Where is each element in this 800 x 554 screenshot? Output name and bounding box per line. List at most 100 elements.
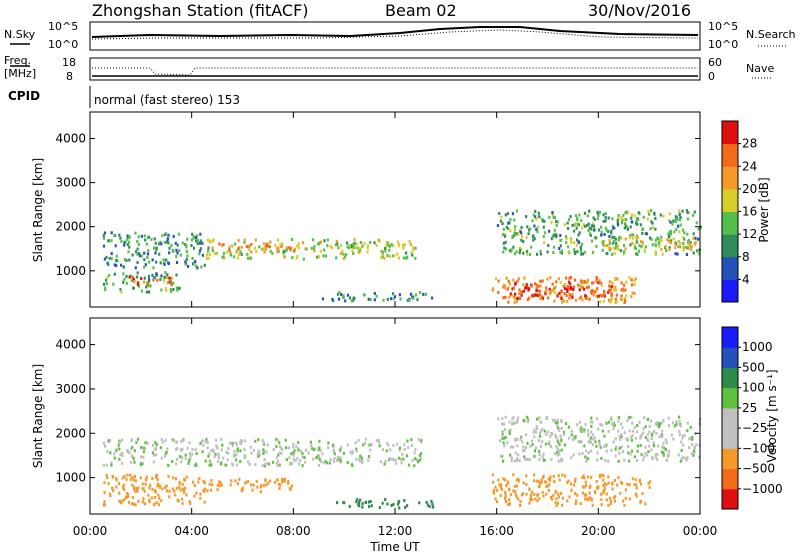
scatter-cell [110, 257, 113, 261]
scatter-cell [615, 293, 618, 297]
scatter-cell [562, 284, 565, 288]
scatter-cell [555, 235, 558, 239]
scatter-cell [596, 210, 599, 214]
scatter-cell [583, 444, 586, 448]
scatter-cell [339, 456, 342, 460]
scatter-cell [533, 237, 536, 241]
scatter-cell [418, 501, 421, 505]
scatter-cell [587, 457, 590, 461]
scatter-cell [147, 274, 151, 278]
scatter-cell [145, 290, 148, 294]
scatter-cell [247, 460, 250, 464]
scatter-cell [168, 495, 171, 499]
scatter-cell [115, 264, 118, 268]
scatter-cell [568, 296, 571, 300]
scatter-cell [154, 490, 157, 494]
scatter-cell [658, 421, 661, 425]
scatter-cell [586, 286, 589, 290]
scatter-cell [515, 209, 519, 213]
scatter-cell [536, 493, 539, 497]
scatter-cell [618, 451, 621, 455]
scatter-cell [211, 246, 214, 250]
scatter-cell [130, 279, 133, 283]
scatter-cell [554, 490, 557, 494]
scatter-cell [613, 247, 616, 251]
scatter-cell [501, 436, 504, 440]
scatter-cell [520, 226, 523, 229]
scatter-cell [250, 451, 253, 455]
scatter-cell [291, 256, 294, 259]
scatter-cell [227, 447, 230, 450]
scatter-cell [504, 436, 507, 439]
scatter-cell [604, 212, 607, 216]
scatter-cell [192, 480, 195, 484]
scatter-cell [533, 479, 536, 483]
scatter-cell [622, 252, 625, 256]
scatter-cell [644, 445, 647, 449]
scatter-cell [140, 455, 143, 459]
scatter-cell [693, 210, 696, 214]
scatter-cell [563, 283, 567, 286]
scatter-cell [570, 488, 573, 492]
scatter-cell [618, 236, 621, 240]
scatter-cell [566, 285, 569, 289]
scatter-cell [639, 240, 643, 244]
xtick-label: 08:00 [276, 524, 311, 538]
scatter-cell [175, 462, 178, 466]
scatter-cell [568, 436, 571, 440]
scatter-cell [289, 462, 293, 466]
scatter-cell [560, 290, 563, 294]
scatter-cell [353, 241, 356, 245]
scatter-cell [292, 445, 295, 449]
scatter-cell [367, 500, 370, 504]
scatter-cell [654, 227, 657, 231]
scatter-cell [654, 455, 657, 459]
scatter-cell [189, 455, 192, 459]
scatter-cell [257, 455, 260, 459]
scatter-cell [554, 285, 557, 289]
scatter-cell [143, 258, 146, 262]
scatter-cell [644, 245, 647, 249]
scatter-cell [506, 481, 510, 485]
scatter-cell [332, 459, 335, 463]
scatter-cell [393, 254, 396, 257]
scatter-cell [635, 486, 638, 490]
scatter-cell [317, 463, 321, 467]
scatter-cell [628, 497, 631, 501]
nave-trace [92, 67, 698, 76]
scatter-cell [547, 477, 550, 481]
scatter-cell [105, 282, 108, 286]
scatter-cell [575, 243, 578, 247]
scatter-cell [153, 246, 156, 250]
scatter-cell [382, 298, 385, 302]
scatter-cell [611, 281, 614, 285]
scatter-cell [501, 222, 504, 226]
scatter-cell [328, 461, 331, 465]
scatter-cell [591, 288, 594, 292]
scatter-cell [654, 253, 657, 257]
scatter-cell [381, 255, 384, 259]
scatter-cell [519, 437, 522, 441]
scatter-cell [504, 493, 507, 497]
scatter-cell [284, 438, 287, 442]
scatter-cell [339, 252, 343, 255]
scatter-cell [530, 284, 533, 288]
scatter-cell [697, 237, 700, 241]
scatter-cell [586, 223, 589, 227]
xtick-label: 16:00 [479, 524, 514, 538]
scatter-cell [505, 247, 508, 251]
scatter-cell [152, 278, 155, 282]
scatter-cell [539, 431, 542, 435]
scatter-cell [634, 277, 637, 281]
scatter-cell [528, 501, 531, 505]
scatter-cell [329, 458, 332, 462]
scatter-cell [366, 244, 369, 248]
scatter-cell [621, 219, 624, 223]
scatter-cell [215, 252, 218, 256]
scatter-cell [616, 277, 619, 281]
scatter-cell [678, 433, 681, 437]
scatter-cell [151, 258, 154, 262]
scatter-cell [673, 230, 676, 234]
scatter-cell [366, 250, 369, 254]
